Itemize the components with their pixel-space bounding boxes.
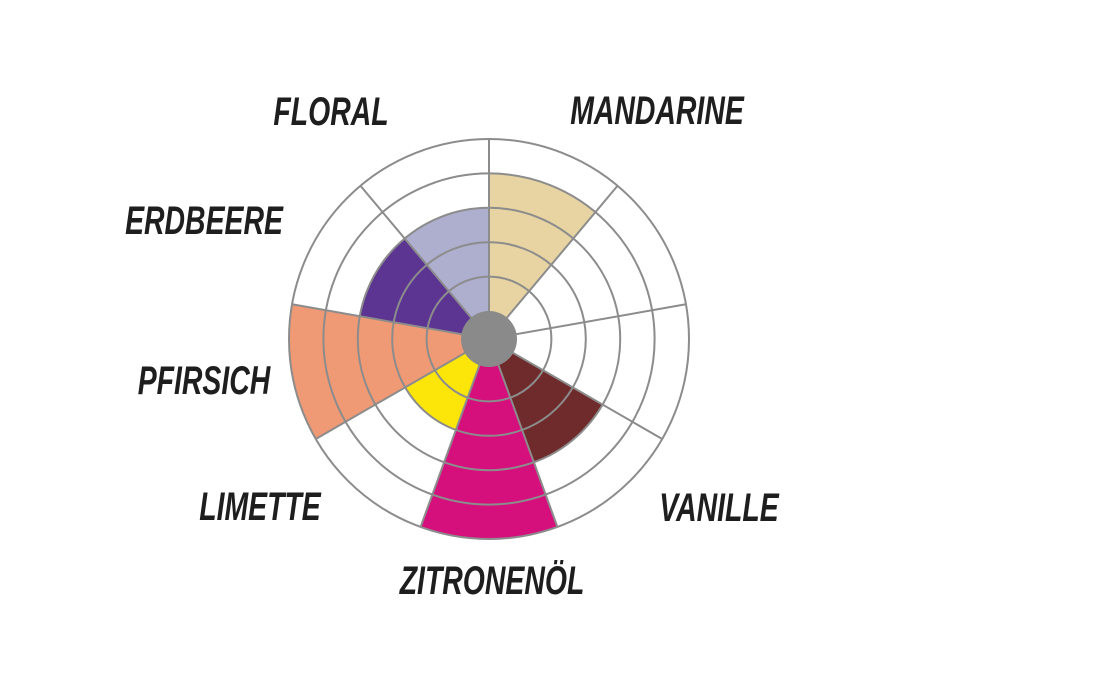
label-erdbeere: ERDBEERE — [125, 199, 283, 243]
wedge-erdbeere — [359, 238, 489, 339]
grid-radial — [488, 338, 559, 528]
label-limette: LIMETTE — [199, 485, 321, 529]
label-vanille: VANILLE — [659, 486, 779, 530]
grid-radial — [315, 338, 490, 440]
grid-radial — [359, 185, 490, 340]
hub-circle — [461, 311, 517, 367]
wedge-mandarine — [489, 173, 596, 339]
label-zitronenoel: ZITRONENÖL — [399, 559, 585, 603]
wedge-pfirsich — [289, 304, 489, 439]
label-pfirsich: PFIRSICH — [137, 359, 271, 403]
grid-radial — [291, 303, 490, 340]
grid-radial — [488, 303, 687, 340]
grid-radial — [488, 338, 663, 440]
label-mandarine: MANDARINE — [570, 89, 744, 133]
grid-radial — [419, 338, 490, 528]
label-floral: FLORAL — [273, 90, 389, 134]
wedge-floral — [404, 207, 489, 339]
wedge-vanille — [489, 339, 603, 463]
grid-radial — [488, 185, 619, 340]
wedge-zitronenl — [420, 339, 558, 540]
